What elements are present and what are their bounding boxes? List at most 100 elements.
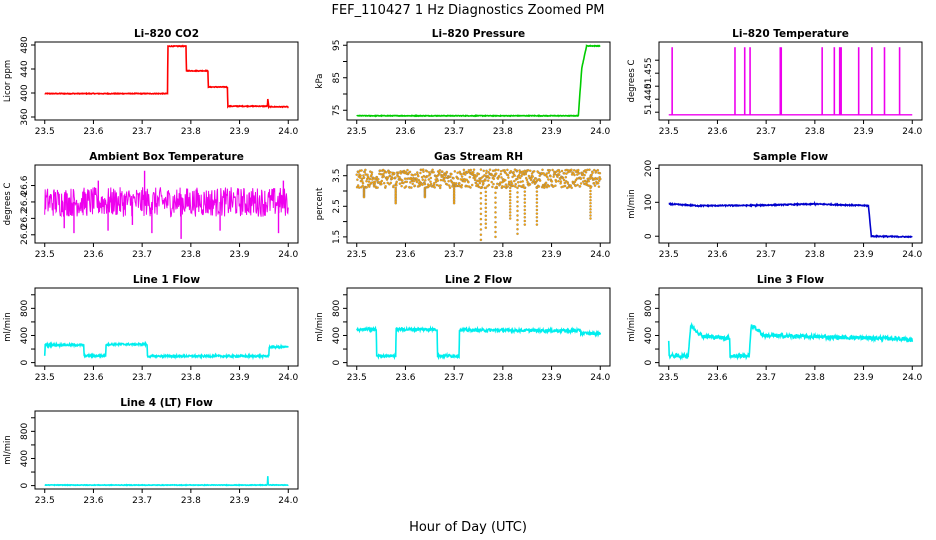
data-point: [479, 207, 483, 210]
data-point: [479, 212, 483, 216]
data-point: [579, 177, 583, 181]
y-axis-label: ml/min: [627, 189, 637, 219]
data-point: [490, 174, 494, 177]
data-point: [487, 183, 491, 187]
data-point: [559, 177, 562, 181]
x-tick-label: 24.0: [278, 127, 298, 137]
data-point: [579, 182, 583, 185]
data-point: [421, 183, 424, 187]
data-point: [500, 185, 504, 188]
x-tick-label: 23.5: [659, 127, 679, 137]
data-point: [529, 169, 532, 173]
data-point: [557, 179, 560, 183]
data-point: [484, 172, 488, 175]
data-point: [398, 182, 402, 185]
data-point: [442, 177, 446, 181]
data-point: [513, 179, 516, 183]
data-point: [395, 184, 398, 187]
x-tick-label: 24.0: [278, 250, 298, 260]
data-point: [459, 173, 463, 176]
data-point: [516, 191, 519, 194]
plot-area: [44, 44, 289, 110]
x-tick-label: 23.7: [444, 250, 464, 260]
data-point: [448, 184, 451, 187]
plot-area: [356, 44, 601, 118]
data-point: [460, 186, 463, 189]
x-tick-label: 23.8: [805, 127, 825, 137]
data-point: [392, 184, 395, 188]
panel-co2: Li–820 CO2 23.5 23.6 23.7 23.8 23.9 24.0 360 400…: [3, 28, 299, 137]
data-point: [469, 168, 473, 172]
data-point: [578, 185, 582, 188]
data-point: [484, 222, 488, 225]
data-point: [559, 180, 563, 183]
data-point: [583, 173, 586, 177]
panel-line3: Line 3 Flow 23.5 23.6 23.7 23.8 23.9 24.0 0 400 8…: [627, 274, 923, 383]
data-point: [413, 184, 417, 187]
data-point: [573, 173, 576, 177]
data-point: [360, 169, 363, 172]
data-point: [482, 169, 485, 173]
y-tick-label: 800: [20, 299, 30, 316]
data-point: [535, 208, 539, 212]
plot-frame: [34, 410, 299, 490]
y-tick-label: 400: [20, 450, 30, 467]
plot-area: [667, 321, 914, 361]
data-point: [494, 191, 497, 195]
y-axis-label: kPa: [315, 74, 325, 89]
data-point: [415, 180, 419, 184]
panel-rh: Gas Stream RH 23.5 23.6 23.7 23.8 23.9 24.0 1.5…: [315, 151, 611, 260]
data-point: [486, 179, 490, 182]
data-point: [523, 212, 527, 215]
data-point: [450, 172, 453, 176]
data-point: [519, 180, 522, 184]
y-tick-label: 51.455: [644, 57, 654, 89]
data-point: [550, 180, 554, 183]
data-point: [382, 175, 386, 178]
y-axis-label: ml/min: [3, 312, 13, 342]
y-axis-label: degrees C: [627, 60, 637, 103]
data-point: [523, 205, 527, 208]
data-point: [591, 171, 594, 175]
data-point: [516, 218, 519, 222]
x-tick-label: 23.6: [395, 250, 415, 260]
y-tick-label: 400: [20, 327, 30, 344]
data-point: [494, 201, 497, 204]
data-point: [510, 182, 514, 185]
data-point: [494, 230, 497, 234]
data-point: [577, 172, 581, 175]
data-point: [479, 217, 483, 221]
panel-title: Line 1 Flow: [133, 274, 200, 286]
x-tick-label: 23.6: [83, 496, 103, 506]
data-point: [429, 180, 432, 183]
y-axis-label: percent: [315, 187, 325, 220]
data-point: [512, 184, 515, 188]
data-point: [426, 175, 429, 178]
y-tick-label: 85: [332, 72, 342, 83]
y-tick-label: 95: [332, 40, 342, 51]
data-point: [506, 185, 509, 188]
data-point: [586, 168, 589, 172]
data-point: [478, 179, 482, 182]
data-point: [523, 219, 527, 223]
data-point: [589, 195, 592, 199]
data-point: [523, 223, 527, 226]
data-point: [448, 186, 452, 189]
data-point: [589, 211, 592, 214]
data-point: [511, 175, 514, 179]
data-point: [576, 183, 579, 187]
data-point: [562, 178, 566, 182]
panel-title: Line 3 Flow: [757, 274, 824, 286]
x-tick-label: 23.9: [854, 127, 874, 137]
y-tick-label: 26.0: [20, 224, 30, 244]
data-point: [494, 235, 497, 239]
data-point: [463, 180, 467, 183]
data-point: [508, 186, 512, 190]
data-point: [508, 198, 512, 202]
x-tick-label: 23.7: [132, 127, 152, 137]
data-point: [367, 180, 371, 183]
data-point: [535, 190, 539, 193]
panel-line2: Line 2 Flow 23.5 23.6 23.7 23.8 23.9 24.0 0 400 8…: [315, 274, 611, 383]
x-tick-label: 23.6: [395, 373, 415, 383]
plot-frame: [658, 287, 923, 367]
